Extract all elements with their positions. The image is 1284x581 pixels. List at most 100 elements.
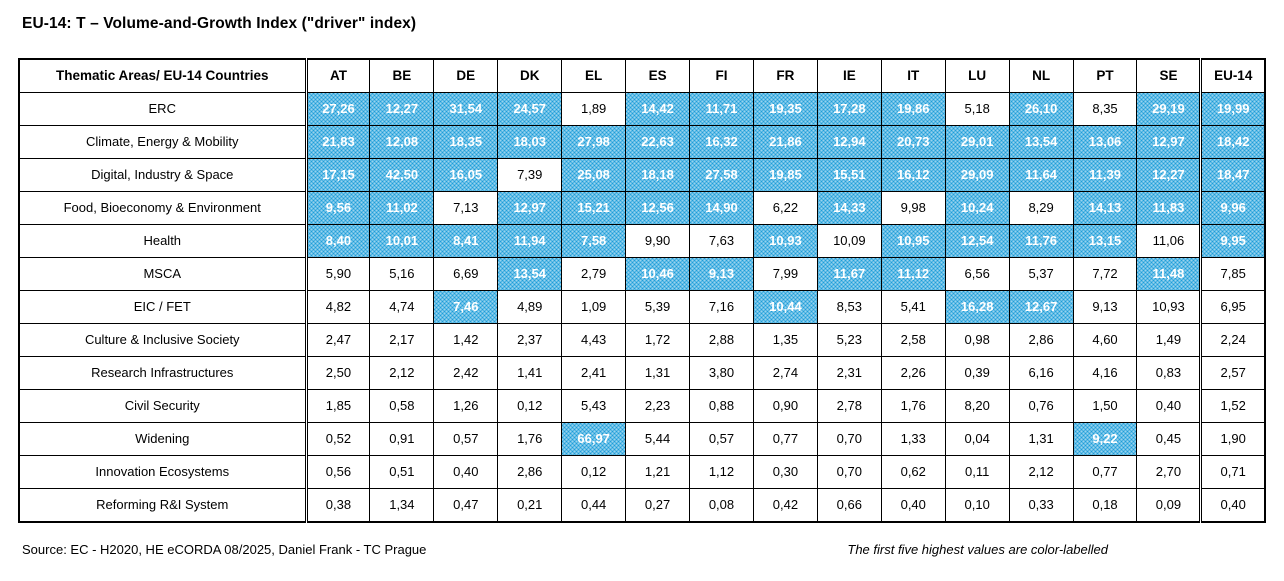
- source-note: Source: EC - H2020, HE eCORDA 08/2025, D…: [22, 542, 427, 557]
- cell-dk: 0,12: [497, 389, 563, 423]
- cell-eu-14: 18,47: [1199, 158, 1266, 192]
- row-label: Food, Bioeconomy & Environment: [18, 191, 307, 225]
- cell-ie: 2,78: [816, 389, 882, 423]
- table-body: ERC 27,26 12,27 31,54 24,57 1,89 14,42 11,71 19,…: [18, 92, 1266, 523]
- cell-fr: 21,86: [752, 125, 818, 159]
- cell-eu-14: 1,52: [1199, 389, 1266, 423]
- cell-de: 6,69: [433, 257, 499, 291]
- cell-fr: 1,35: [752, 323, 818, 357]
- cell-el: 66,97: [561, 422, 627, 456]
- row-label: MSCA: [18, 257, 307, 291]
- cell-fr: 6,22: [752, 191, 818, 225]
- cell-nl: 2,12: [1008, 455, 1074, 489]
- cell-at: 0,56: [304, 455, 371, 489]
- cell-nl: 5,37: [1008, 257, 1074, 291]
- cell-fi: 1,12: [689, 455, 754, 489]
- cell-be: 12,08: [369, 125, 435, 159]
- cell-el: 0,12: [561, 455, 627, 489]
- cell-it: 16,12: [880, 158, 946, 192]
- cell-eu-14: 18,42: [1199, 125, 1266, 159]
- cell-eu-14: 9,95: [1199, 224, 1266, 258]
- column-header-eu-14: EU-14: [1199, 58, 1266, 93]
- table-row: Research Infrastructures 2,50 2,12 2,42 1,41…: [18, 356, 1266, 390]
- cell-es: 10,46: [625, 257, 691, 291]
- cell-it: 0,62: [880, 455, 946, 489]
- cell-fr: 10,93: [752, 224, 818, 258]
- cell-el: 2,79: [561, 257, 627, 291]
- cell-se: 0,83: [1136, 356, 1202, 390]
- cell-pt: 9,22: [1072, 422, 1138, 456]
- cell-fi: 0,57: [689, 422, 754, 456]
- cell-es: 1,72: [625, 323, 691, 357]
- cell-nl: 2,86: [1008, 323, 1074, 357]
- column-header-be: BE: [369, 58, 435, 93]
- cell-ie: 5,23: [816, 323, 882, 357]
- cell-fi: 9,13: [689, 257, 754, 291]
- cell-nl: 12,67: [1008, 290, 1074, 324]
- row-label: EIC / FET: [18, 290, 307, 324]
- column-header-el: EL: [561, 58, 627, 93]
- cell-el: 27,98: [561, 125, 627, 159]
- cell-it: 1,33: [880, 422, 946, 456]
- cell-lu: 12,54: [944, 224, 1010, 258]
- cell-fi: 0,08: [689, 488, 754, 523]
- cell-at: 2,50: [304, 356, 371, 390]
- cell-dk: 12,97: [497, 191, 563, 225]
- cell-fi: 16,32: [689, 125, 754, 159]
- cell-pt: 14,13: [1072, 191, 1138, 225]
- cell-pt: 11,39: [1072, 158, 1138, 192]
- column-header-fi: FI: [689, 58, 754, 93]
- table-row: Civil Security 1,85 0,58 1,26 0,12 5,43 2,23 0,…: [18, 389, 1266, 423]
- cell-ie: 0,70: [816, 455, 882, 489]
- cell-de: 2,42: [433, 356, 499, 390]
- cell-it: 10,95: [880, 224, 946, 258]
- cell-pt: 7,72: [1072, 257, 1138, 291]
- cell-de: 0,40: [433, 455, 499, 489]
- cell-fr: 0,77: [752, 422, 818, 456]
- cell-de: 18,35: [433, 125, 499, 159]
- cell-nl: 0,76: [1008, 389, 1074, 423]
- cell-be: 0,58: [369, 389, 435, 423]
- cell-es: 0,27: [625, 488, 691, 523]
- cell-eu-14: 6,95: [1199, 290, 1266, 324]
- cell-de: 31,54: [433, 92, 499, 126]
- cell-de: 8,41: [433, 224, 499, 258]
- cell-fr: 0,90: [752, 389, 818, 423]
- cell-lu: 0,10: [944, 488, 1010, 523]
- row-label: Reforming R&I System: [18, 488, 307, 523]
- cell-eu-14: 2,57: [1199, 356, 1266, 390]
- cell-be: 1,34: [369, 488, 435, 523]
- cell-se: 12,97: [1136, 125, 1202, 159]
- cell-se: 11,06: [1136, 224, 1202, 258]
- cell-es: 5,39: [625, 290, 691, 324]
- column-header-lu: LU: [944, 58, 1010, 93]
- cell-el: 7,58: [561, 224, 627, 258]
- column-header-nl: NL: [1008, 58, 1074, 93]
- cell-be: 11,02: [369, 191, 435, 225]
- header-row: Thematic Areas/ EU-14 Countries AT BE DE DK E…: [18, 58, 1266, 93]
- cell-ie: 2,31: [816, 356, 882, 390]
- row-label: Innovation Ecosystems: [18, 455, 307, 489]
- row-label: Digital, Industry & Space: [18, 158, 307, 192]
- cell-lu: 0,11: [944, 455, 1010, 489]
- cell-el: 0,44: [561, 488, 627, 523]
- cell-be: 2,12: [369, 356, 435, 390]
- table-row: EIC / FET 4,82 4,74 7,46 4,89 1,09 5,39 7,16 10,…: [18, 290, 1266, 324]
- row-label: Culture & Inclusive Society: [18, 323, 307, 357]
- cell-ie: 8,53: [816, 290, 882, 324]
- table-row: Digital, Industry & Space 17,15 42,50 16,05…: [18, 158, 1266, 192]
- column-header-dk: DK: [497, 58, 563, 93]
- table-row: Culture & Inclusive Society 2,47 2,17 1,42 2…: [18, 323, 1266, 357]
- cell-el: 2,41: [561, 356, 627, 390]
- row-label: Civil Security: [18, 389, 307, 423]
- column-header-it: IT: [880, 58, 946, 93]
- cell-lu: 16,28: [944, 290, 1010, 324]
- cell-dk: 1,76: [497, 422, 563, 456]
- cell-at: 0,38: [304, 488, 371, 523]
- cell-de: 0,47: [433, 488, 499, 523]
- cell-se: 0,45: [1136, 422, 1202, 456]
- cell-nl: 6,16: [1008, 356, 1074, 390]
- table-row: Food, Bioeconomy & Environment 9,56 11,02 7…: [18, 191, 1266, 225]
- cell-at: 1,85: [304, 389, 371, 423]
- cell-it: 9,98: [880, 191, 946, 225]
